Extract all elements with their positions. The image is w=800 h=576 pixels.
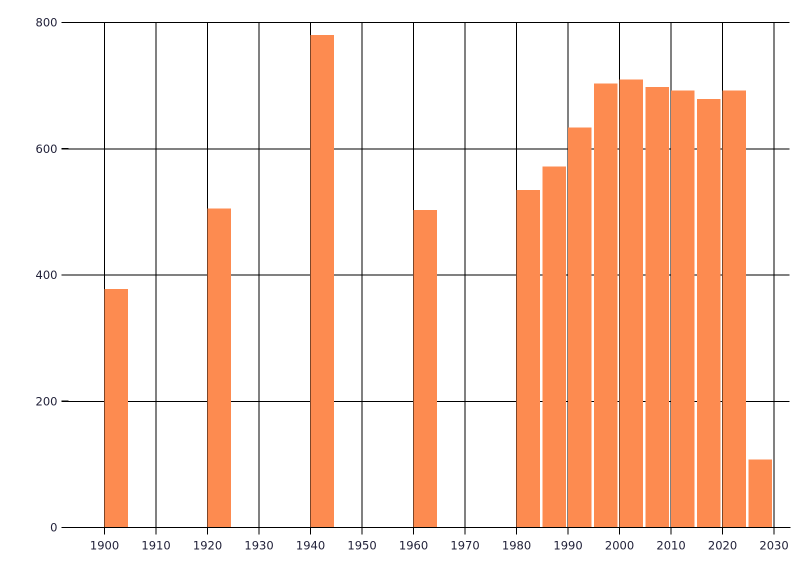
x-axis-tick-labels: 1900 1910 1920 1930 1940 1950 1960 1970 1980 1990… [90, 539, 789, 553]
bar [748, 459, 772, 528]
bar [568, 127, 592, 528]
x-tick-label: 1950 [347, 539, 376, 553]
y-tick-label: 400 [36, 268, 58, 282]
bar [593, 83, 618, 528]
tick-marks [61, 21, 775, 535]
y-tick-label: 200 [36, 394, 58, 408]
bars-group [104, 35, 772, 528]
y-tick-label: 0 [50, 521, 57, 535]
x-tick-label: 1990 [553, 539, 582, 553]
bar [696, 98, 721, 528]
x-tick-label: 2000 [605, 539, 634, 553]
y-tick-label: 600 [36, 142, 58, 156]
y-axis-tick-labels: 0 200 400 600 800 [36, 16, 58, 535]
x-tick-label: 1970 [450, 539, 479, 553]
bar [542, 166, 566, 528]
bar [645, 86, 669, 528]
axes [61, 22, 791, 529]
bar [207, 208, 232, 528]
bar [413, 209, 438, 528]
x-tick-label: 1980 [502, 539, 531, 553]
bar [104, 288, 129, 528]
x-tick-label: 1930 [244, 539, 273, 553]
x-tick-label: 2010 [656, 539, 685, 553]
bar [619, 79, 644, 528]
x-tick-label: 1960 [399, 539, 428, 553]
bar [516, 189, 541, 528]
x-tick-label: 1920 [193, 539, 222, 553]
y-tick-label: 800 [36, 16, 58, 30]
bar [310, 35, 335, 528]
bar [722, 90, 747, 528]
bar [671, 90, 695, 528]
x-tick-label: 1940 [296, 539, 325, 553]
x-tick-label: 1900 [90, 539, 119, 553]
x-tick-label: 2020 [708, 539, 737, 553]
x-tick-label: 2030 [759, 539, 788, 553]
x-tick-label: 1910 [141, 539, 170, 553]
